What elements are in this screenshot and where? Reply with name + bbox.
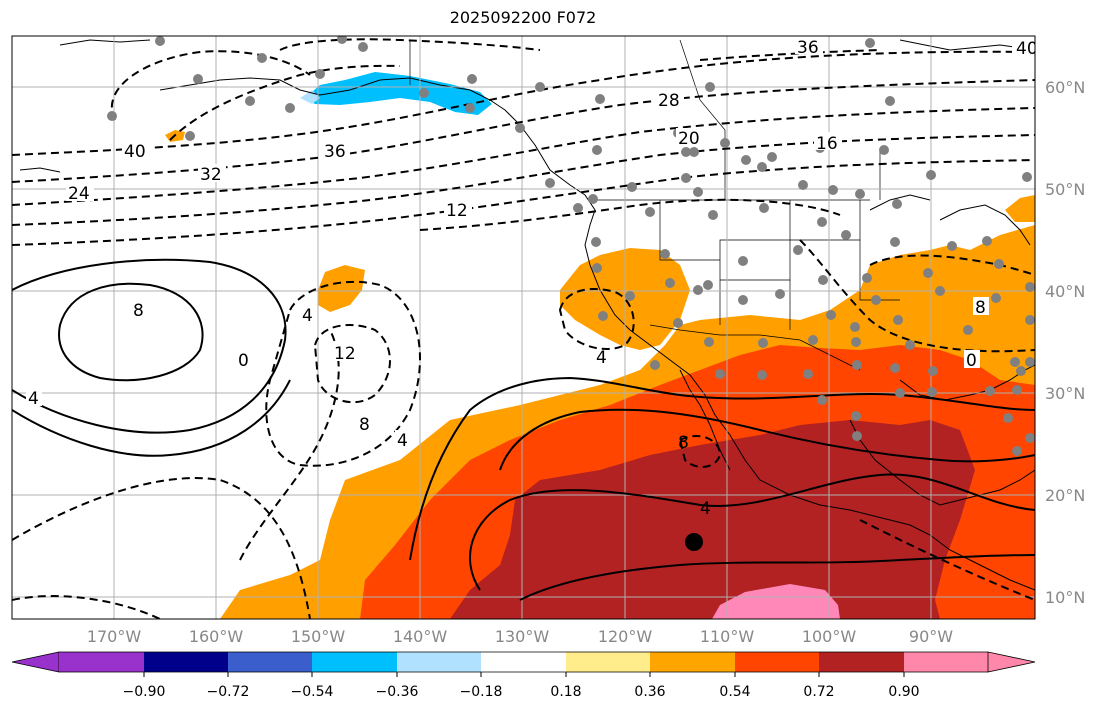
colorbar-tick-label: −0.18	[460, 684, 503, 700]
contour-label: 36	[797, 38, 819, 58]
lon-label-150w: 150°W	[291, 627, 346, 646]
contour-label: 40	[124, 142, 146, 162]
map-gridlines	[12, 36, 1035, 619]
anomaly-fill-cyan	[305, 72, 492, 115]
contour-label: 36	[324, 142, 346, 162]
center-marker	[685, 533, 703, 551]
lon-label-160w: 160°W	[189, 627, 244, 646]
contour-label: 12	[446, 201, 468, 221]
contour-label: 4	[397, 431, 408, 451]
colorbar-arrow-left	[11, 651, 60, 673]
colorbar-tick-label: 0.18	[550, 684, 581, 700]
colorbar-segment	[144, 652, 228, 672]
anomaly-fill-darkred	[450, 420, 975, 619]
colorbar-segment	[650, 652, 735, 672]
contour-label: 0	[966, 351, 977, 371]
contour-label: 4	[28, 389, 39, 409]
lon-label-140w: 140°W	[393, 627, 448, 646]
colorbar: −0.90 −0.72 −0.54 −0.36 −0.18 0.18 0.36 …	[11, 651, 1036, 700]
lon-label-130w: 130°W	[495, 627, 550, 646]
colorbar-tick-label: −0.72	[207, 684, 250, 700]
longitude-labels: 170°W 160°W 150°W 140°W 130°W 120°W 110°…	[87, 627, 953, 646]
lon-label-120w: 120°W	[598, 627, 653, 646]
colorbar-tick-label: 0.36	[634, 684, 665, 700]
lon-label-110w: 110°W	[700, 627, 755, 646]
contour-label: 40	[1016, 39, 1038, 59]
anomaly-fill-orange-island	[318, 265, 365, 312]
latitude-labels: 60°N 50°N 40°N 30°N 20°N 10°N	[1045, 78, 1085, 607]
colorbar-tick-label: 0.72	[803, 684, 834, 700]
lat-label-20n: 20°N	[1045, 486, 1085, 505]
colorbar-segment	[566, 652, 650, 672]
political-borders	[409, 39, 900, 371]
colorbar-tick-label: −0.54	[291, 684, 334, 700]
colorbar-segment	[59, 652, 144, 672]
colorbar-segment	[312, 652, 397, 672]
positive-contours	[12, 258, 1035, 601]
colorbar-tick-label: 0.90	[888, 684, 919, 700]
contour-label: 8	[678, 433, 689, 453]
contour-label: 32	[200, 165, 222, 185]
contour-label: 8	[975, 298, 986, 318]
contour-label: 16	[816, 134, 838, 154]
contour-label: 8	[359, 415, 370, 435]
colorbar-segment	[735, 652, 819, 672]
lon-label-90w: 90°W	[909, 627, 953, 646]
contour-label: 20	[678, 129, 700, 149]
colorbar-segment	[904, 652, 988, 672]
map-area: 36 40 28 20 16 40 36 32 24 12 8 0 4 12 8…	[12, 36, 1038, 619]
anomaly-fill-orange-east	[1005, 195, 1035, 222]
contour-label: 4	[302, 306, 313, 326]
colorbar-tick-label: −0.90	[123, 684, 166, 700]
colorbar-tick-label: −0.36	[376, 684, 419, 700]
contour-label-group: 36 40 28 20 16 40 36 32 24 12 8 0 4 12 8…	[26, 36, 1038, 519]
colorbar-segment	[819, 652, 904, 672]
contour-label: 12	[334, 344, 356, 364]
contour-label: 4	[596, 348, 607, 368]
lat-label-30n: 30°N	[1045, 384, 1085, 403]
lat-label-40n: 40°N	[1045, 282, 1085, 301]
lat-label-10n: 10°N	[1045, 588, 1085, 607]
map-title: 2025092200 F072	[449, 8, 597, 27]
map-frame	[11, 35, 1036, 620]
colorbar-segment	[397, 652, 481, 672]
colorbar-segment	[228, 652, 312, 672]
contour-label: 28	[658, 91, 680, 111]
lat-label-60n: 60°N	[1045, 78, 1085, 97]
lat-label-50n: 50°N	[1045, 180, 1085, 199]
contour-label: 0	[238, 351, 249, 371]
colorbar-tick-label: 0.54	[719, 684, 750, 700]
contour-label: 8	[133, 301, 144, 321]
lon-label-100w: 100°W	[802, 627, 857, 646]
colorbar-segment	[481, 652, 566, 672]
colorbar-arrow-right	[987, 651, 1036, 673]
contour-label: 4	[700, 499, 711, 519]
contour-label: 24	[68, 184, 90, 204]
lon-label-170w: 170°W	[87, 627, 142, 646]
negative-contours	[12, 38, 1035, 619]
anomaly-fill-pink	[712, 584, 840, 619]
